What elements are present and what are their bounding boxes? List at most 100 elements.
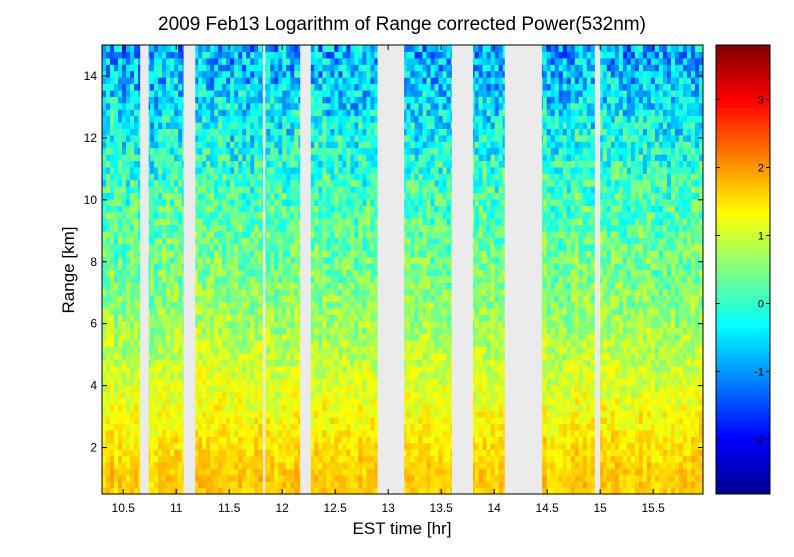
heatmap-cell xyxy=(194,237,199,245)
heatmap-cell xyxy=(254,429,259,437)
heatmap-cell xyxy=(198,288,203,296)
heatmap-cell xyxy=(314,109,319,117)
heatmap-cell xyxy=(338,410,343,418)
heatmap-cell xyxy=(222,51,227,59)
heatmap-cell xyxy=(162,115,167,123)
heatmap-cell xyxy=(126,359,131,367)
heatmap-cell xyxy=(366,231,372,239)
heatmap-cell xyxy=(222,57,227,65)
heatmap-cell xyxy=(318,301,323,309)
heatmap-cell xyxy=(162,51,167,59)
heatmap-cell xyxy=(266,372,271,380)
heatmap-cell xyxy=(338,320,343,328)
heatmap-cell xyxy=(274,102,279,110)
heatmap-cell xyxy=(318,391,323,399)
heatmap-cell xyxy=(114,449,119,457)
heatmap-cell xyxy=(134,269,139,277)
heatmap-cell xyxy=(274,461,279,469)
heatmap-cell xyxy=(134,147,139,155)
heatmap-cell xyxy=(106,455,111,463)
heatmap-cell xyxy=(214,384,219,392)
heatmap-cell xyxy=(114,45,119,53)
heatmap-cell xyxy=(134,442,139,450)
heatmap-cell xyxy=(150,64,155,72)
heatmap-cell xyxy=(154,64,159,72)
heatmap-cell xyxy=(174,218,179,226)
heatmap-cell xyxy=(194,218,199,226)
heatmap-cell xyxy=(246,128,251,136)
heatmap-cell xyxy=(102,250,107,258)
heatmap-cell xyxy=(202,70,207,78)
heatmap-cell xyxy=(314,449,319,457)
heatmap-cell xyxy=(122,410,127,418)
heatmap-cell xyxy=(194,314,199,322)
heatmap-cell xyxy=(254,109,259,117)
heatmap-cell xyxy=(178,288,183,296)
heatmap-cell xyxy=(358,77,364,85)
heatmap-cell xyxy=(322,307,327,315)
heatmap-cell xyxy=(158,301,163,309)
heatmap-cell xyxy=(246,320,251,328)
heatmap-cell xyxy=(170,198,175,206)
heatmap-cell xyxy=(166,218,171,226)
heatmap-cell xyxy=(174,83,179,91)
heatmap-cell xyxy=(238,250,243,258)
heatmap-cell xyxy=(314,141,319,149)
heatmap-cell xyxy=(258,468,263,476)
heatmap-cell xyxy=(226,198,231,206)
heatmap-cell xyxy=(166,64,171,72)
heatmap-cell xyxy=(374,121,380,129)
heatmap-cell xyxy=(362,243,368,251)
heatmap-cell xyxy=(150,429,155,437)
heatmap-cell xyxy=(238,115,243,123)
heatmap-cell xyxy=(354,282,360,290)
heatmap-cell xyxy=(270,295,275,303)
heatmap-cell xyxy=(214,128,219,136)
heatmap-cell xyxy=(362,224,368,232)
heatmap-cell xyxy=(374,320,380,328)
heatmap-cell xyxy=(266,327,271,335)
heatmap-cell xyxy=(194,365,199,373)
heatmap-cell xyxy=(238,481,243,489)
heatmap-cell xyxy=(122,263,127,271)
heatmap-cell xyxy=(178,320,183,328)
heatmap-cell xyxy=(242,423,247,431)
heatmap-cell xyxy=(122,404,127,412)
heatmap-cell xyxy=(178,340,183,348)
heatmap-cell xyxy=(166,57,171,65)
heatmap-cell xyxy=(342,397,348,405)
heatmap-cell xyxy=(210,64,215,72)
heatmap-cell xyxy=(354,89,360,97)
heatmap-cell xyxy=(346,384,352,392)
heatmap-cell xyxy=(158,410,163,418)
heatmap-cell xyxy=(158,263,163,271)
heatmap-cell xyxy=(246,275,251,283)
heatmap-cell xyxy=(346,417,352,425)
heatmap-cell xyxy=(370,346,376,354)
heatmap-cell xyxy=(270,429,275,437)
heatmap-cell xyxy=(162,442,167,450)
heatmap-cell xyxy=(202,218,207,226)
heatmap-cell xyxy=(218,365,223,373)
heatmap-cell xyxy=(106,89,111,97)
heatmap-cell xyxy=(362,237,368,245)
heatmap-cell xyxy=(374,429,380,437)
heatmap-cell xyxy=(258,340,263,348)
heatmap-cell xyxy=(322,346,327,354)
heatmap-cell xyxy=(202,141,207,149)
heatmap-cell xyxy=(130,429,135,437)
heatmap-cell xyxy=(230,384,235,392)
heatmap-cell xyxy=(354,481,360,489)
heatmap-cell xyxy=(110,102,115,110)
heatmap-cell xyxy=(130,205,135,213)
heatmap-cell xyxy=(294,96,299,104)
heatmap-cell xyxy=(358,340,364,348)
heatmap-cell xyxy=(346,205,352,213)
heatmap-cell xyxy=(270,481,275,489)
heatmap-cell xyxy=(126,442,131,450)
heatmap-cell xyxy=(122,179,127,187)
heatmap-cell xyxy=(282,147,287,155)
heatmap-cell xyxy=(374,269,380,277)
heatmap-cell xyxy=(366,121,372,129)
heatmap-cell xyxy=(274,237,279,245)
